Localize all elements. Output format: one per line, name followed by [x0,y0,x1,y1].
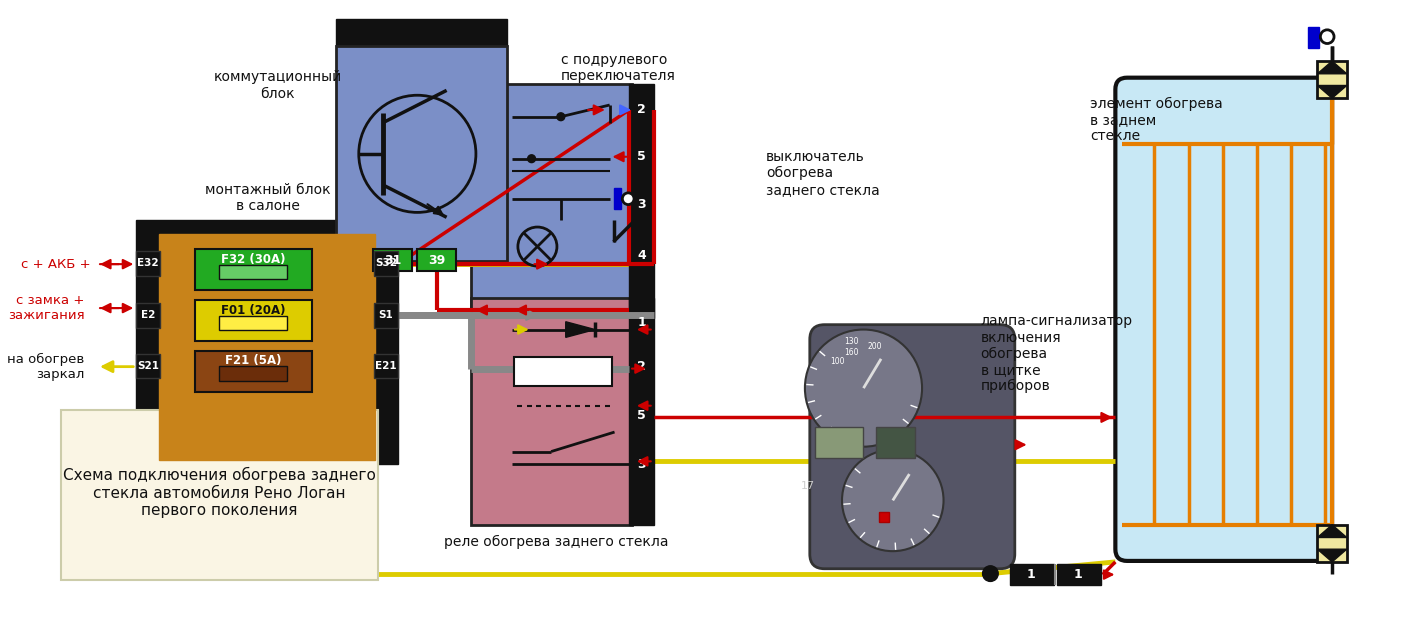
Bar [220,366,288,381]
Text: 5: 5 [638,151,647,163]
Polygon shape [1317,549,1347,562]
Bar [220,265,288,279]
Text: 1: 1 [638,316,647,329]
Bar [1317,61,1347,98]
Circle shape [842,450,943,551]
Bar [815,427,864,458]
Bar [471,299,632,525]
Bar [374,303,398,328]
Bar [136,354,160,378]
Polygon shape [1317,525,1347,537]
Bar [876,427,915,458]
Text: с подрулевого
переключателя: с подрулевого переключателя [562,53,676,83]
Bar [136,251,160,276]
Bar [136,220,398,464]
Circle shape [518,227,557,266]
Bar [194,351,312,392]
Bar [1056,564,1100,585]
FancyBboxPatch shape [810,325,1015,569]
Text: 2: 2 [638,360,647,373]
Text: 1: 1 [1027,568,1035,581]
Text: 5: 5 [638,409,647,422]
Text: E2: E2 [140,310,155,320]
Text: реле обогрева заднего стекла: реле обогрева заднего стекла [444,536,668,549]
Bar [374,251,398,276]
Bar [614,188,621,210]
Bar [417,249,457,271]
Text: с замка +
зажигания: с замка + зажигания [9,294,85,322]
Circle shape [623,193,634,205]
Bar [879,512,889,522]
Bar [374,354,398,378]
Text: 2: 2 [638,103,647,116]
Text: коммутационный
блок: коммутационный блок [214,70,342,101]
Bar [1307,27,1319,49]
Polygon shape [1317,61,1347,74]
Circle shape [983,566,998,582]
Circle shape [557,113,564,121]
Text: F01 (20A): F01 (20A) [221,304,285,317]
Text: F32 (30A): F32 (30A) [221,253,285,266]
Text: 3: 3 [638,458,647,471]
Text: Схема подключения обогрева заднего
стекла автомобиля Рено Логан
первого поколени: Схема подключения обогрева заднего стекл… [62,467,376,518]
Text: S1: S1 [379,310,393,320]
Bar [336,19,508,47]
Text: 17: 17 [801,481,815,491]
Text: элемент обогрева
в заднем
стекле: элемент обогрева в заднем стекле [1090,96,1222,143]
Bar [630,299,654,525]
Text: монтажный блок
в салоне: монтажный блок в салоне [206,183,330,213]
FancyBboxPatch shape [1116,78,1332,561]
Text: 31: 31 [384,254,401,267]
Text: F21 (5A): F21 (5A) [225,355,282,367]
Circle shape [805,330,922,447]
Text: 3: 3 [638,198,647,211]
Text: на обогрев
заркал: на обогрев заркал [7,353,85,381]
Text: 4: 4 [638,249,647,262]
Text: E32: E32 [138,258,159,268]
Circle shape [359,95,476,212]
Bar [513,357,611,386]
Circle shape [1320,30,1334,44]
Text: 130
160: 130 160 [845,337,859,357]
Polygon shape [566,322,596,337]
Bar [194,300,312,341]
Text: S32: S32 [376,258,397,268]
Text: выключатель
обогрева
заднего стекла: выключатель обогрева заднего стекла [766,150,879,197]
Polygon shape [1317,85,1347,98]
Bar [194,249,312,290]
Bar [471,83,632,318]
Bar [159,234,376,460]
Text: 200: 200 [868,341,882,351]
Bar [336,47,508,261]
Text: лампа-сигнализатор
включения
обогрева
в щитке
приборов: лампа-сигнализатор включения обогрева в … [981,315,1133,394]
Bar [220,316,288,330]
Text: 1: 1 [1073,568,1082,581]
Bar [1317,525,1347,562]
Bar [630,83,654,318]
Text: с + АКБ +: с + АКБ + [21,258,91,271]
Text: S21: S21 [138,361,159,371]
Circle shape [527,155,536,162]
Bar [61,410,379,580]
Text: 39: 39 [428,254,445,267]
Bar [136,303,160,328]
Text: 100: 100 [830,357,844,366]
Bar [1010,564,1054,585]
Text: E21: E21 [376,361,397,371]
Bar [373,249,413,271]
